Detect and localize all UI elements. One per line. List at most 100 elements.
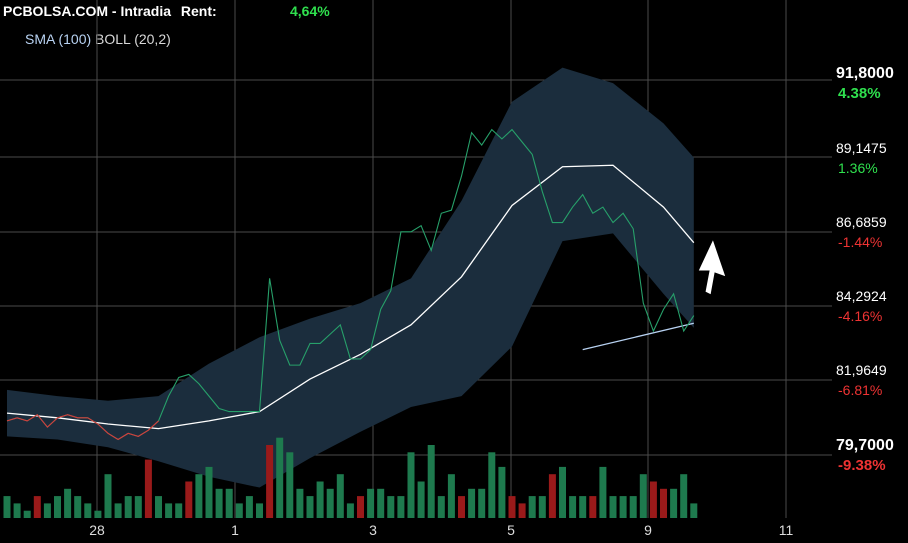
volume-bar <box>397 496 405 518</box>
y-pct-label: -1.44% <box>838 234 882 250</box>
volume-bar <box>256 503 263 518</box>
x-tick-label: 5 <box>507 522 515 538</box>
volume-bar <box>306 496 314 518</box>
chart-lines <box>6 128 695 441</box>
volume-bar <box>346 503 354 518</box>
volume-bar <box>235 503 243 518</box>
volume-bar <box>680 474 688 518</box>
x-tick-label: 11 <box>779 522 794 538</box>
volume-bar <box>387 496 395 518</box>
volume-bar <box>458 496 465 518</box>
volume-bar <box>649 481 657 518</box>
volume-bar <box>690 503 698 518</box>
volume-bar <box>619 496 627 518</box>
y-pct-label: -4.16% <box>838 308 882 324</box>
volume-bar <box>569 496 577 518</box>
volume-bar <box>447 474 455 518</box>
volume-bar <box>74 496 82 518</box>
volume-bar <box>94 510 102 518</box>
volume-bar <box>609 496 617 518</box>
volume-bar <box>326 488 334 518</box>
volume-bar <box>215 488 223 518</box>
volume-bar <box>266 445 274 518</box>
rent-value: 4,64% <box>290 3 330 19</box>
volume-bar <box>165 503 173 518</box>
y-pct-label: -6.81% <box>838 382 882 398</box>
x-tick-label: 3 <box>369 522 377 538</box>
volume-bar <box>437 496 445 518</box>
volume-bar <box>134 496 142 518</box>
volume-bar <box>33 496 41 518</box>
volume-bar <box>417 481 425 518</box>
volume-bar <box>296 488 304 518</box>
volume-bar <box>478 488 486 518</box>
sma-legend-label[interactable]: SMA (100) <box>25 31 92 47</box>
volume-bar <box>468 488 476 518</box>
chart-title: PCBOLSA.COM - Intradia <box>3 3 172 19</box>
volume-bar <box>508 496 516 518</box>
volume-bar <box>54 496 61 518</box>
y-price-label: 86,6859 <box>836 214 887 230</box>
x-tick-label: 9 <box>644 522 652 538</box>
volume-bar <box>316 481 324 518</box>
volume-bar <box>548 474 556 518</box>
volume-bar <box>518 503 526 518</box>
volume-bar <box>245 496 253 518</box>
volume-bar <box>599 466 607 518</box>
volume-bar <box>367 488 375 518</box>
volume-bars <box>3 437 698 518</box>
y-price-label: 79,7000 <box>836 437 894 454</box>
bollinger-band-area <box>7 67 694 488</box>
axis-labels: 91,8000 4.38% 89,1475 1.36% 86,6859 -1.44% 84,… <box>89 65 894 538</box>
y-pct-label: 1.36% <box>838 160 878 176</box>
volume-bar <box>286 452 294 518</box>
volume-bar <box>407 452 415 518</box>
boll-legend-label[interactable]: BOLL (20,2) <box>95 31 171 47</box>
bollinger-mid-line <box>6 164 695 430</box>
rent-label: Rent: <box>180 3 217 19</box>
volume-bar <box>488 452 496 518</box>
volume-bar <box>185 481 193 518</box>
volume-bar <box>660 488 667 518</box>
y-pct-label: 4.38% <box>838 85 881 102</box>
volume-bar <box>528 496 536 518</box>
y-price-label: 84,2924 <box>836 288 887 304</box>
volume-bar <box>629 496 637 518</box>
price-line-down <box>6 413 88 428</box>
volume-bar <box>205 466 213 518</box>
volume-bar <box>377 488 385 518</box>
sma-line <box>582 322 694 351</box>
y-price-label: 91,8000 <box>836 65 894 82</box>
volume-bar <box>559 466 566 518</box>
volume-bar <box>357 496 364 518</box>
volume-bar <box>13 503 21 518</box>
y-price-label: 81,9649 <box>836 362 887 378</box>
volume-bar <box>336 474 344 518</box>
volume-bar <box>276 437 284 518</box>
volume-bar <box>84 503 92 518</box>
volume-bar <box>124 496 132 518</box>
volume-bar <box>23 510 31 518</box>
volume-bar <box>144 459 152 518</box>
y-pct-label: -9.38% <box>838 457 886 474</box>
volume-bar <box>639 474 647 518</box>
volume-bar <box>538 496 546 518</box>
indicator-legend: SMA (100) BOLL (20,2) <box>25 31 171 47</box>
volume-bar <box>225 488 233 518</box>
volume-bar <box>175 503 183 518</box>
x-tick-label: 28 <box>89 522 105 538</box>
volume-bar <box>195 474 203 518</box>
y-price-label: 89,1475 <box>836 140 887 156</box>
chart-title-bar: PCBOLSA.COM - Intradia Rent: <box>3 3 217 19</box>
x-tick-label: 1 <box>231 522 239 538</box>
cursor-arrow-icon <box>697 237 727 296</box>
volume-bar <box>427 445 435 518</box>
volume-bar <box>3 496 11 518</box>
mouse-cursor <box>697 237 727 296</box>
volume-bar <box>43 503 51 518</box>
volume-bar <box>498 466 506 518</box>
volume-bar <box>64 488 72 518</box>
volume-bar <box>104 474 112 518</box>
price-line-down <box>87 417 159 441</box>
